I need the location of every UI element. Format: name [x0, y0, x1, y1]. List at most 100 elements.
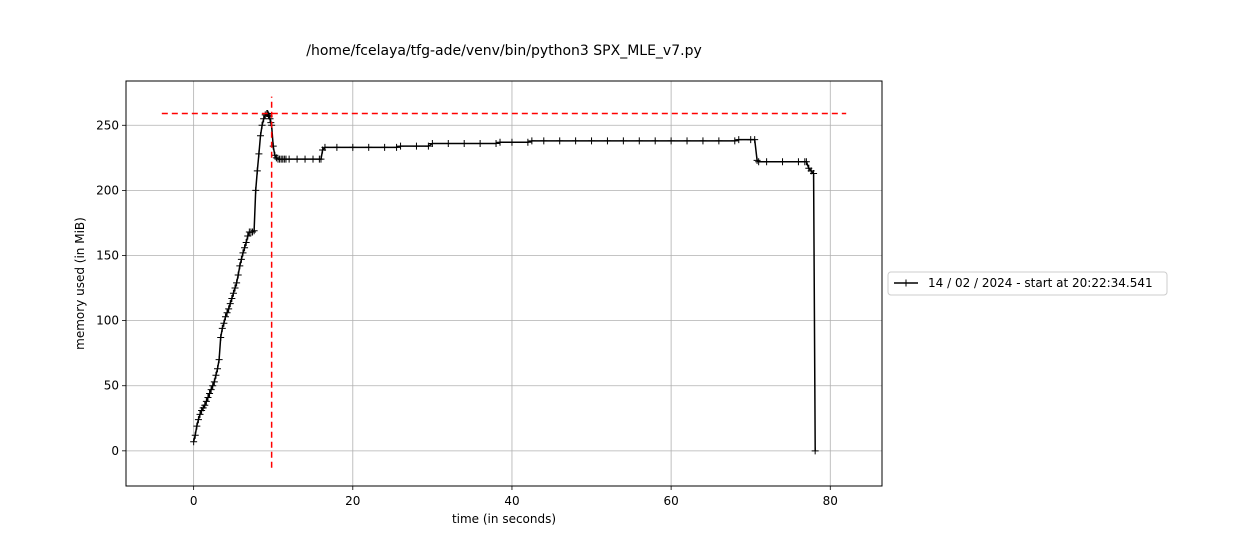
data-point	[349, 143, 357, 151]
data-point	[256, 132, 264, 140]
data-point	[755, 158, 763, 166]
data-point	[603, 137, 611, 145]
data-point	[204, 393, 212, 401]
data-point	[794, 158, 802, 166]
peak-annotations	[161, 96, 847, 468]
y-tick-label: 100	[96, 314, 119, 328]
data-point	[241, 244, 249, 252]
data-point	[218, 324, 226, 332]
data-point	[731, 137, 739, 145]
data-point	[196, 410, 204, 418]
data-point	[365, 143, 373, 151]
data-point	[508, 138, 516, 146]
data-point	[802, 158, 810, 166]
data-point	[272, 154, 280, 162]
data-point	[249, 228, 257, 236]
y-tick-label: 0	[111, 444, 119, 458]
data-point	[751, 136, 759, 144]
data-point	[237, 255, 245, 263]
data-point	[317, 155, 325, 163]
data-point	[244, 232, 252, 240]
data-point	[381, 143, 389, 151]
x-tick-label: 80	[823, 494, 838, 508]
data-point	[217, 334, 225, 342]
data-point	[321, 143, 329, 151]
data-point	[229, 289, 237, 297]
data-point	[258, 121, 266, 129]
data-point	[293, 155, 301, 163]
y-axis-label: memory used (in MiB)	[73, 217, 87, 350]
data-point	[651, 137, 659, 145]
data-point	[492, 140, 500, 148]
data-point	[444, 140, 452, 148]
data-point	[333, 143, 341, 151]
data-point	[309, 155, 317, 163]
data-point	[667, 137, 675, 145]
data-point	[228, 294, 236, 302]
legend-box	[887, 271, 1168, 296]
data-point	[193, 422, 201, 430]
data-point	[210, 378, 218, 386]
x-axis-label: time (in seconds)	[452, 512, 556, 526]
data-point	[239, 249, 247, 257]
data-point	[683, 137, 691, 145]
data-point	[242, 238, 250, 246]
data-point	[735, 136, 743, 144]
y-axis: 0 50 100 150 200 250	[96, 118, 126, 458]
data-point	[763, 158, 771, 166]
plot-area	[125, 80, 883, 487]
grid	[126, 81, 882, 486]
data-point	[202, 397, 210, 405]
data-point	[753, 156, 761, 164]
data-point	[811, 447, 819, 455]
data-point	[191, 431, 199, 439]
data-point	[221, 313, 229, 321]
data-point	[266, 115, 274, 123]
data-point	[528, 137, 536, 145]
data-point	[234, 271, 242, 279]
x-axis: 0 20 40 60 80	[190, 486, 838, 508]
data-point	[252, 186, 260, 194]
data-point	[212, 371, 220, 379]
plot-frame	[125, 80, 883, 487]
y-tick-label: 250	[96, 118, 119, 132]
y-tick-label: 200	[96, 183, 119, 197]
data-point	[206, 390, 214, 398]
x-tick-label: 0	[190, 494, 198, 508]
x-tick-label: 40	[504, 494, 519, 508]
data-point	[556, 137, 564, 145]
data-point	[496, 138, 504, 146]
data-point	[201, 401, 209, 409]
data-point	[393, 143, 401, 151]
data-point	[540, 137, 548, 145]
data-point	[250, 227, 258, 235]
data-point	[588, 137, 596, 145]
data-point	[397, 142, 405, 150]
data-point	[412, 142, 420, 150]
data-point	[215, 356, 223, 364]
chart-title: /home/fcelaya/tfg-ade/venv/bin/python3 S…	[306, 43, 702, 59]
data-point	[194, 416, 202, 424]
data-point	[214, 365, 222, 373]
data-point	[428, 140, 436, 148]
data-point	[264, 111, 272, 119]
data-point	[231, 284, 239, 292]
x-tick-label: 20	[345, 494, 360, 508]
data-point	[285, 155, 293, 163]
data-point	[699, 137, 707, 145]
data-point	[207, 386, 215, 394]
data-point	[225, 305, 233, 313]
data-point	[236, 262, 244, 270]
data-point	[301, 155, 309, 163]
legend-entry-label: 14 / 02 / 2024 - start at 20:22:34.541	[928, 276, 1153, 290]
data-point	[209, 382, 217, 390]
legend: 14 / 02 / 2024 - start at 20:22:34.541	[887, 271, 1168, 296]
data-point	[424, 142, 432, 150]
y-tick-label: 50	[104, 379, 119, 393]
data-point	[223, 309, 231, 317]
data-point	[253, 167, 261, 175]
data-point	[779, 158, 787, 166]
data-point	[715, 137, 723, 145]
data-point	[635, 137, 643, 145]
